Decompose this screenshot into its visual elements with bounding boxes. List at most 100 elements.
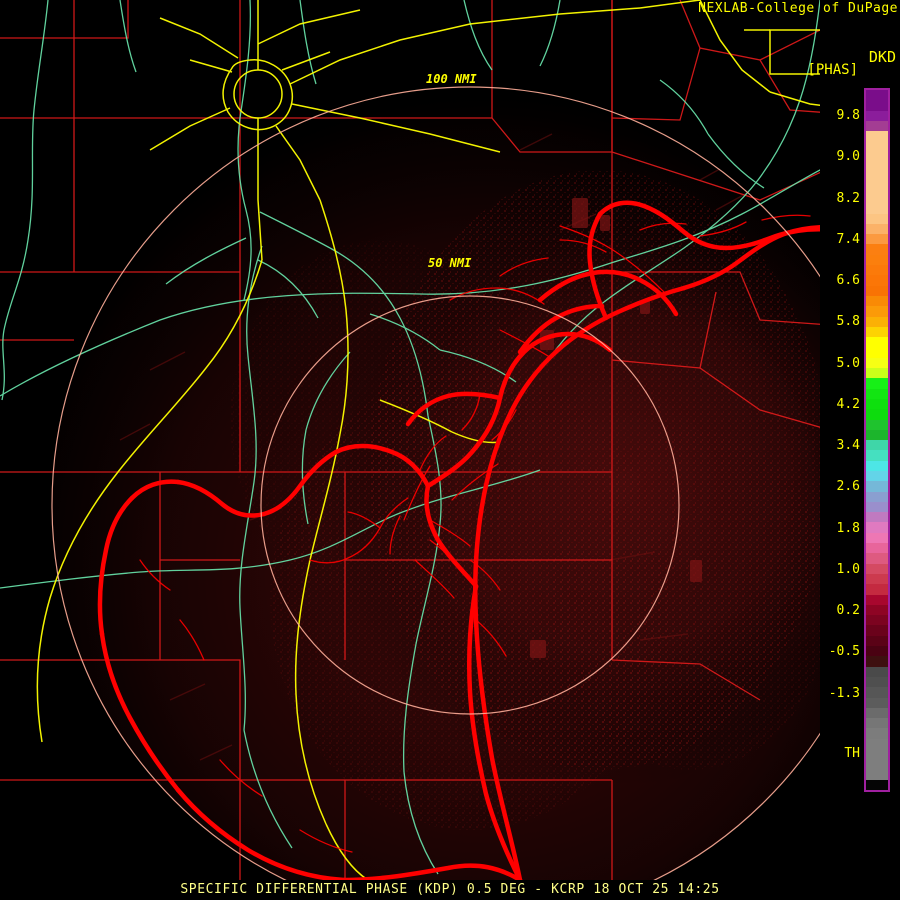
colorbar-segment: [866, 718, 888, 729]
colorbar-segment: [866, 491, 888, 502]
colorbar-segment: [866, 131, 888, 142]
colorbar-segment: [866, 553, 888, 564]
colorbar-segment: [866, 666, 888, 677]
brand-title: NEXLAB-College of DuPage: [698, 1, 898, 16]
colorbar-tick-label: 1.8: [836, 521, 860, 536]
colorbar-segment: [866, 368, 888, 379]
colorbar-segment: [866, 388, 888, 399]
colorbar-segment: [866, 707, 888, 719]
radar-map-canvas[interactable]: 100 NMI 50 NMI: [0, 0, 820, 880]
colorbar-segment: [866, 728, 888, 739]
radar-site-id-label: DKD: [868, 48, 896, 66]
colorbar-tick-label: 8.2: [836, 191, 860, 206]
colorbar-tick-label: 2.6: [836, 479, 860, 494]
colorbar-segment: [866, 543, 888, 554]
colorbar-tick-label: 9.8: [836, 108, 860, 123]
range-rings-layer: [51, 86, 820, 880]
colorbar-segment: [866, 120, 888, 132]
colorbar-segment: [866, 357, 888, 369]
colorbar-segment: [866, 440, 888, 451]
colorbar-segment: [866, 749, 888, 760]
colorbar-segment: [866, 625, 888, 636]
colorbar-segment: [866, 326, 888, 338]
colorbar-segment: [866, 409, 888, 420]
colorbar-tick-label: 0.2: [836, 603, 860, 618]
colorbar-tick-label: -1.3: [828, 686, 860, 701]
range-ring-50nmi: [260, 295, 680, 715]
range-ring-label-100nmi: 100 NMI: [426, 72, 477, 86]
colorbar-segment: [866, 306, 888, 317]
colorbar-segment: [866, 275, 888, 286]
product-caption: SPECIFIC DIFFERENTIAL PHASE (KDP) 0.5 DE…: [180, 882, 720, 897]
coastline-layer: [97, 200, 820, 880]
colorbar-tick-label: 3.4: [836, 438, 860, 453]
colorbar-segment: [866, 203, 888, 214]
colorbar-segment: [866, 378, 888, 389]
colorbar-segment: [866, 563, 888, 574]
colorbar[interactable]: [864, 88, 890, 792]
product-code-label: [PHAS]: [807, 62, 858, 78]
colorbar-segment: [866, 223, 888, 235]
colorbar-segment: [866, 779, 888, 791]
colorbar-segment: [866, 470, 888, 482]
colorbar-segment: [866, 615, 888, 626]
colorbar-segment: [866, 501, 888, 513]
colorbar-segment: [866, 481, 888, 492]
colorbar-segment: [866, 429, 888, 441]
colorbar-segment: [866, 192, 888, 204]
colorbar-segment: [866, 347, 888, 358]
colorbar-segment: [866, 450, 888, 461]
colorbar-segment: [866, 573, 888, 585]
colorbar-segment: [866, 100, 888, 111]
colorbar-segment: [866, 337, 888, 348]
colorbar-segment: [866, 646, 888, 657]
colorbar-segment: [866, 769, 888, 780]
colorbar-segment: [866, 141, 888, 152]
colorbar-tick-label: 1.0: [836, 562, 860, 577]
colorbar-segment: [866, 182, 888, 193]
colorbar-tick-label: 5.0: [836, 356, 860, 371]
colorbar-tick-label: 9.0: [836, 149, 860, 164]
range-ring-100nmi: [51, 86, 820, 880]
colorbar-segment: [866, 398, 888, 410]
colorbar-segment: [866, 604, 888, 616]
colorbar-segment: [866, 316, 888, 327]
colorbar-segment: [866, 151, 888, 163]
range-ring-label-50nmi: 50 NMI: [428, 256, 472, 270]
colorbar-tick-label: TH: [844, 746, 860, 761]
radar-map-svg: [0, 0, 820, 880]
colorbar-segment: [866, 295, 888, 307]
colorbar-segment: [866, 532, 888, 544]
colorbar-segment: [866, 460, 888, 471]
highways-layer: [36, 0, 820, 880]
colorbar-segment: [866, 234, 888, 245]
colorbar-segment: [866, 697, 888, 708]
colorbar-segment: [866, 213, 888, 224]
colorbar-segment: [866, 584, 888, 595]
colorbar-segment: [866, 522, 888, 533]
rivers-layer: [0, 0, 820, 875]
colorbar-segment: [866, 244, 888, 255]
colorbar-gradient: [866, 90, 888, 791]
colorbar-tick-label: 4.2: [836, 397, 860, 412]
colorbar-segment: [866, 676, 888, 688]
colorbar-tick-labels: 9.8 9.0 8.2 7.4 6.6 5.8 5.0 4.2 3.4 2.6 1.8 1.0 0.2 -…: [818, 88, 862, 792]
colorbar-segment: [866, 172, 888, 183]
colorbar-segment: [866, 110, 888, 121]
colorbar-segment: [866, 254, 888, 266]
colorbar-segment: [866, 594, 888, 605]
colorbar-segment: [866, 162, 888, 173]
colorbar-tick-label: 6.6: [836, 273, 860, 288]
colorbar-segment: [866, 738, 888, 749]
radar-echo-layer: [52, 87, 820, 880]
colorbar-segment: [866, 90, 888, 101]
colorbar-segment: [866, 512, 888, 523]
colorbar-segment: [866, 285, 888, 296]
colorbar-tick-label: 5.8: [836, 314, 860, 329]
colorbar-tick-label: 7.4: [836, 232, 860, 247]
colorbar-segment: [866, 759, 888, 770]
colorbar-segment: [866, 687, 888, 698]
colorbar-segment: [866, 419, 888, 430]
colorbar-segment: [866, 635, 888, 647]
